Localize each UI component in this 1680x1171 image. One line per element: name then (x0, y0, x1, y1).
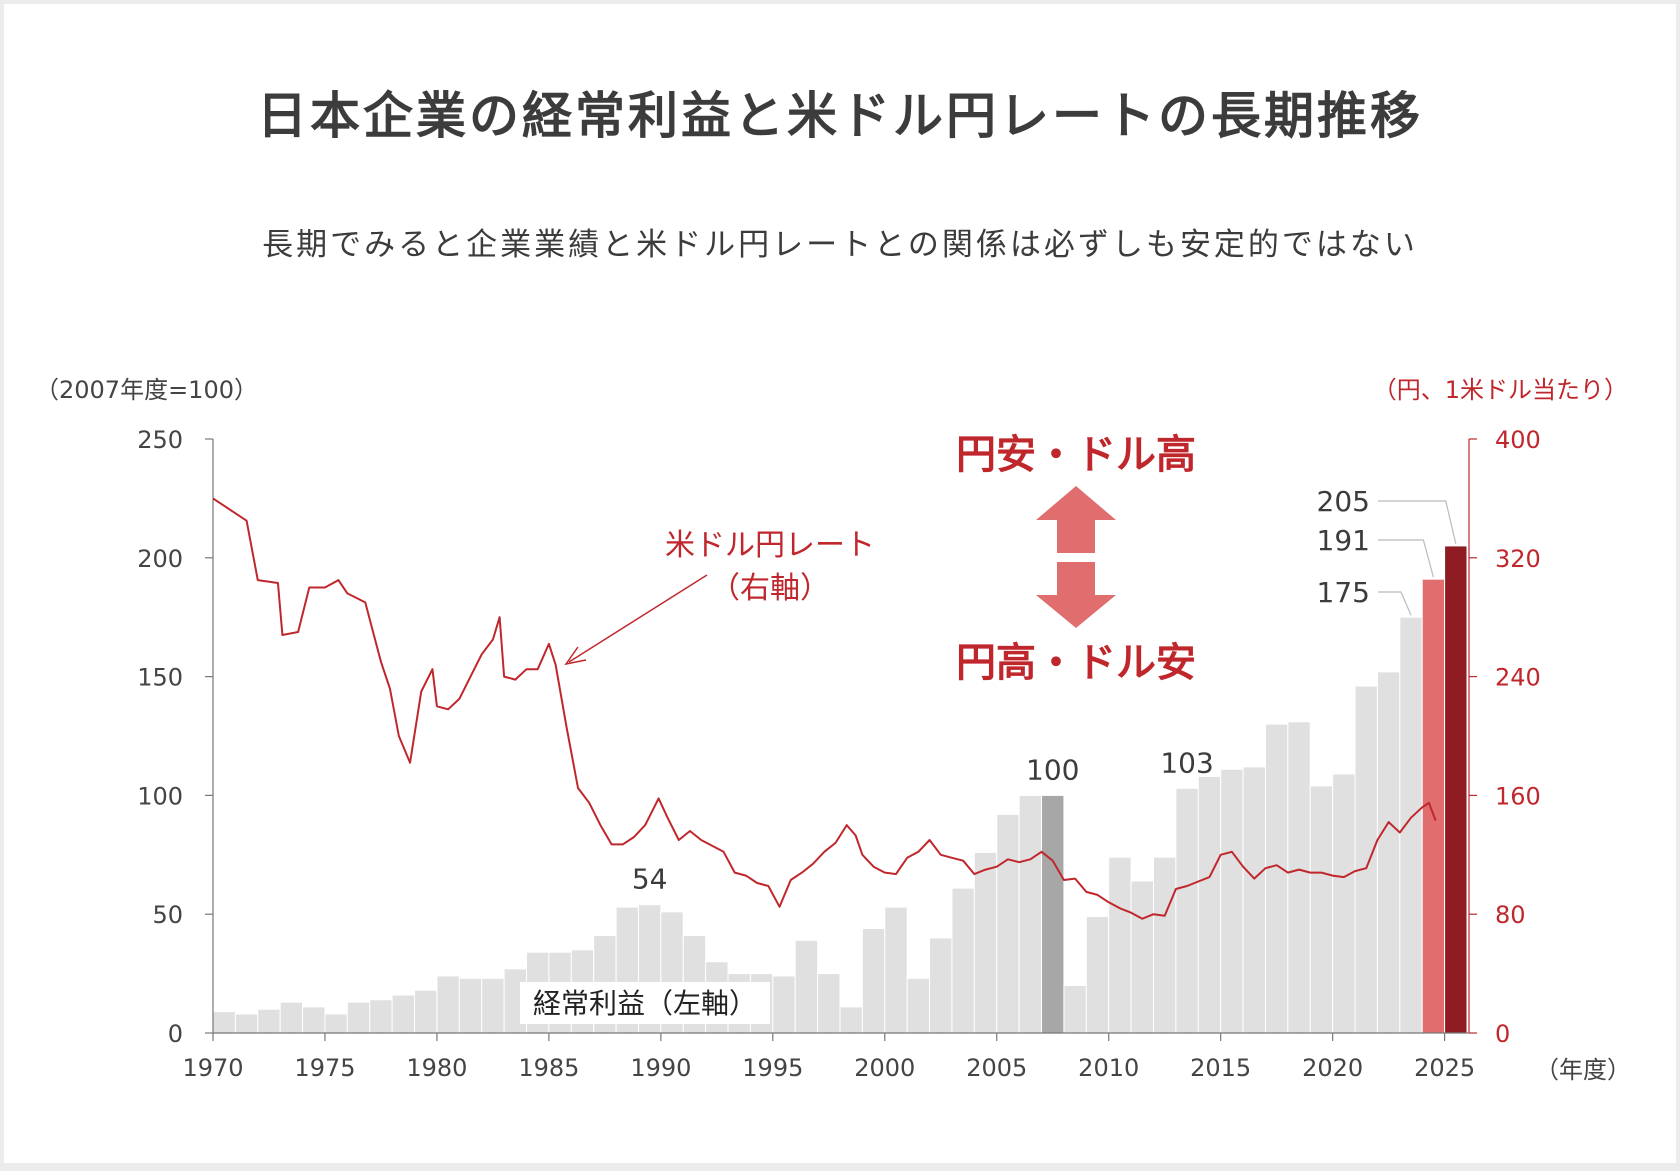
bar-value-label-2025: 205 (1317, 485, 1370, 518)
profit-bar-1975 (324, 1013, 348, 1034)
profit-bar-2011 (1130, 880, 1155, 1034)
profit-bar-2005 (996, 813, 1020, 1034)
profit-bar-1971 (234, 1013, 259, 1034)
profit-bar-2022 (1376, 671, 1401, 1034)
profit-bar-2013 (1175, 787, 1199, 1034)
x-tick-label: 2010 (1078, 1054, 1139, 1082)
profit-bar-2000 (884, 906, 908, 1034)
x-tick-label: 2020 (1302, 1054, 1363, 1082)
profit-bar-2021 (1354, 685, 1378, 1034)
x-tick-label: 2000 (854, 1054, 915, 1082)
right-tick-label: 80 (1495, 901, 1526, 929)
page-subtitle: 長期でみると企業業績と米ドル円レートとの関係は必ずしも安定的ではない (262, 227, 1418, 263)
arrow-up-label: 円安・ドル高 (956, 432, 1196, 478)
profit-bar-2004 (973, 851, 998, 1034)
right-axis-unit: （円、1米ドル当たり） (1373, 376, 1628, 404)
right-tick-label: 0 (1495, 1020, 1510, 1048)
profit-bar-1977 (369, 999, 393, 1034)
profit-bar-2010 (1108, 856, 1132, 1034)
bar-value-leader-2024 (1378, 539, 1434, 578)
profit-bar-2001 (906, 977, 931, 1034)
rate-label-pointer (568, 574, 708, 663)
bar-value-labels: 54 100 103 175 191 205 (632, 485, 1457, 896)
right-tick-label: 320 (1495, 545, 1541, 573)
profit-bar-1979 (414, 989, 438, 1034)
arrow-down-label: 円高・ドル安 (956, 640, 1196, 686)
profit-bar-2008 (1063, 984, 1087, 1034)
profit-bar-2017 (1264, 723, 1289, 1034)
right-tick-label: 240 (1495, 664, 1541, 692)
profit-bar-2009 (1085, 916, 1110, 1034)
bar-value-label-2024: 191 (1317, 524, 1370, 557)
x-tick-label: 1990 (630, 1054, 691, 1082)
page-title: 日本企業の経常利益と米ドル円レートの長期推移 (257, 87, 1423, 145)
bar-value-label-2013: 103 (1160, 746, 1213, 779)
profit-bar-2014 (1197, 775, 1222, 1034)
x-tick-label: 1970 (182, 1054, 243, 1082)
profit-bar-1970 (212, 1011, 236, 1034)
profit-series-label: 経常利益（左軸） (533, 987, 757, 1020)
profit-bar-1982 (481, 977, 505, 1034)
profit-bar-2018 (1287, 721, 1311, 1034)
arrow-up-icon (1036, 486, 1116, 553)
profit-bars (212, 545, 1468, 1034)
rate-series-label-line1: 米ドル円レート (665, 528, 875, 563)
profit-bar-2023 (1399, 616, 1423, 1034)
profit-bar-2019 (1309, 785, 1334, 1034)
left-axis-unit: （2007年度=100） (35, 376, 258, 404)
left-tick-label: 100 (137, 782, 183, 810)
rate-series-label-line2: （右軸） (710, 571, 830, 606)
left-tick-label: 250 (137, 426, 183, 454)
profit-bar-2012 (1153, 856, 1177, 1034)
bar-value-label-2007: 100 (1026, 753, 1079, 786)
profit-label-bg (520, 982, 770, 1024)
right-tick-label: 400 (1495, 426, 1541, 454)
profit-bar-1995 (772, 975, 796, 1034)
profit-bar-2015 (1220, 768, 1244, 1034)
axes: 0 50 100 150 200 250 0 80 160 240 320 400 1970 1975 19… (137, 426, 1541, 1082)
bar-value-label-2023: 175 (1317, 576, 1370, 609)
profit-bar-2006 (1018, 794, 1043, 1034)
profit-bar-1997 (817, 973, 841, 1034)
profit-bar-2020 (1332, 773, 1356, 1034)
right-tick-label: 160 (1495, 782, 1541, 810)
bar-value-leader-2025 (1378, 500, 1457, 545)
x-tick-label: 1975 (294, 1054, 355, 1082)
x-tick-label: 2005 (966, 1054, 1027, 1082)
left-tick-label: 200 (137, 545, 183, 573)
profit-bar-2007 (1041, 794, 1065, 1034)
x-tick-label: 2015 (1190, 1054, 1251, 1082)
rate-label-pointer-head (564, 646, 587, 666)
profit-bar-1999 (861, 927, 886, 1034)
bar-value-leader-2023 (1378, 591, 1412, 616)
x-axis-unit: （年度） (1535, 1056, 1631, 1084)
profit-bar-1981 (458, 977, 483, 1034)
profit-bar-2002 (929, 937, 953, 1034)
left-tick-label: 50 (152, 901, 183, 929)
profit-bar-2003 (951, 887, 975, 1034)
left-tick-label: 0 (168, 1020, 183, 1048)
x-tick-label: 1985 (518, 1054, 579, 1082)
profit-bar-1978 (391, 994, 416, 1034)
profit-bar-2016 (1242, 766, 1266, 1034)
profit-bar-1998 (839, 1006, 863, 1034)
x-tick-label: 1995 (742, 1054, 803, 1082)
bar-value-label-1989: 54 (632, 863, 668, 896)
arrow-down-icon (1036, 562, 1116, 628)
profit-bar-1974 (302, 1006, 326, 1034)
rate-line (212, 497, 1437, 920)
profit-bar-1973 (279, 1001, 304, 1034)
profit-bar-1996 (794, 939, 819, 1034)
profit-bar-1980 (436, 975, 460, 1034)
x-tick-label: 2025 (1414, 1054, 1475, 1082)
x-tick-label: 1980 (406, 1054, 467, 1082)
profit-bar-1976 (346, 1001, 371, 1034)
profit-bar-1972 (257, 1008, 281, 1034)
rate-line-group (212, 497, 1437, 920)
profit-bar-2025 (1444, 545, 1468, 1034)
left-tick-label: 150 (137, 664, 183, 692)
